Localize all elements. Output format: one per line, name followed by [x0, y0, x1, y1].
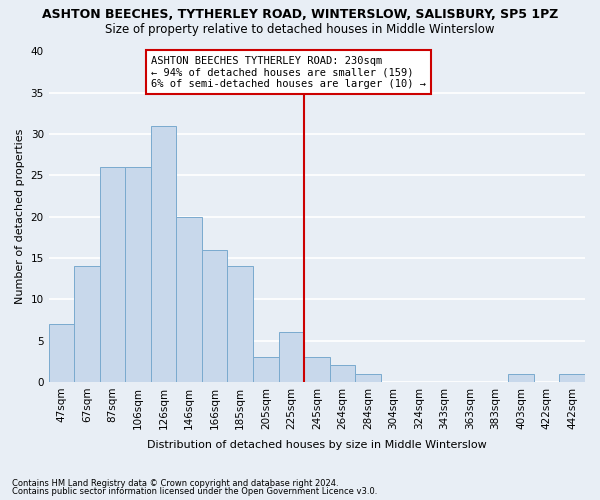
Bar — [125, 167, 151, 382]
Bar — [253, 357, 278, 382]
Bar — [355, 374, 380, 382]
Text: ASHTON BEECHES, TYTHERLEY ROAD, WINTERSLOW, SALISBURY, SP5 1PZ: ASHTON BEECHES, TYTHERLEY ROAD, WINTERSL… — [42, 8, 558, 20]
Bar — [508, 374, 534, 382]
X-axis label: Distribution of detached houses by size in Middle Winterslow: Distribution of detached houses by size … — [147, 440, 487, 450]
Text: ASHTON BEECHES TYTHERLEY ROAD: 230sqm
← 94% of detached houses are smaller (159): ASHTON BEECHES TYTHERLEY ROAD: 230sqm ← … — [151, 56, 426, 89]
Bar — [278, 332, 304, 382]
Text: Contains HM Land Registry data © Crown copyright and database right 2024.: Contains HM Land Registry data © Crown c… — [12, 478, 338, 488]
Text: Size of property relative to detached houses in Middle Winterslow: Size of property relative to detached ho… — [105, 22, 495, 36]
Bar — [49, 324, 74, 382]
Bar — [329, 366, 355, 382]
Bar — [304, 357, 329, 382]
Bar — [151, 126, 176, 382]
Bar — [202, 250, 227, 382]
Bar — [74, 266, 100, 382]
Bar — [176, 216, 202, 382]
Text: Contains public sector information licensed under the Open Government Licence v3: Contains public sector information licen… — [12, 487, 377, 496]
Bar — [559, 374, 585, 382]
Bar — [227, 266, 253, 382]
Bar — [100, 167, 125, 382]
Y-axis label: Number of detached properties: Number of detached properties — [15, 129, 25, 304]
